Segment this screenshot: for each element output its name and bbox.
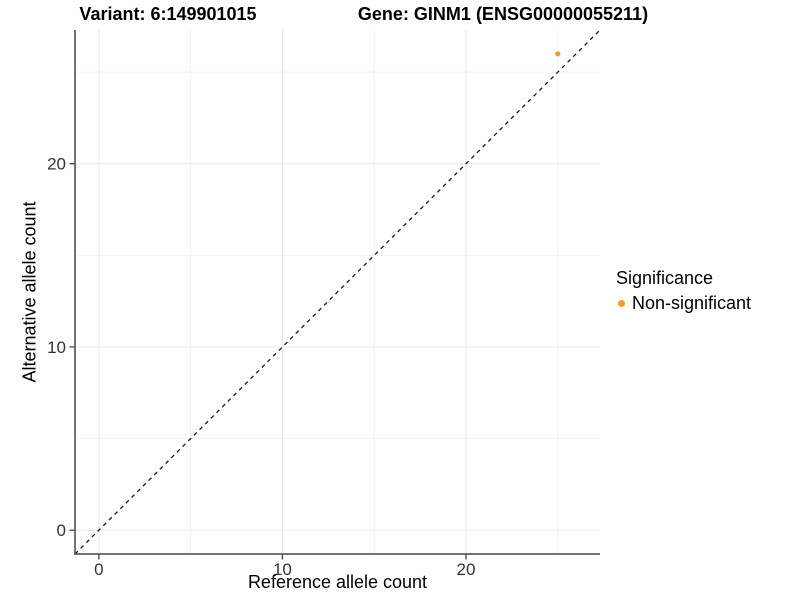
- non-significant-marker-icon: [618, 300, 625, 307]
- gene-title: Gene: GINM1 (ENSG00000055211): [357, 4, 649, 24]
- identity-reference-line: [74, 29, 601, 555]
- legend-item-label: Non-significant: [632, 293, 752, 313]
- legend-item-non-significant: Non-significant: [616, 293, 751, 314]
- y-axis-title: Alternative allele count: [19, 201, 40, 383]
- y-tick-label: 20: [47, 155, 66, 174]
- legend-title: Significance: [616, 268, 714, 288]
- data-point: [555, 51, 561, 57]
- x-tick-label: 20: [457, 560, 476, 579]
- variant-title: Variant: 6:149901015: [79, 4, 257, 24]
- x-axis-title: Reference allele count: [247, 572, 428, 592]
- x-tick-label: 0: [94, 560, 103, 579]
- y-tick-label: 0: [57, 521, 66, 540]
- legend: Significance Non-significant: [616, 268, 751, 314]
- x-tick-label: 10: [273, 560, 292, 579]
- y-tick-label: 10: [47, 338, 66, 357]
